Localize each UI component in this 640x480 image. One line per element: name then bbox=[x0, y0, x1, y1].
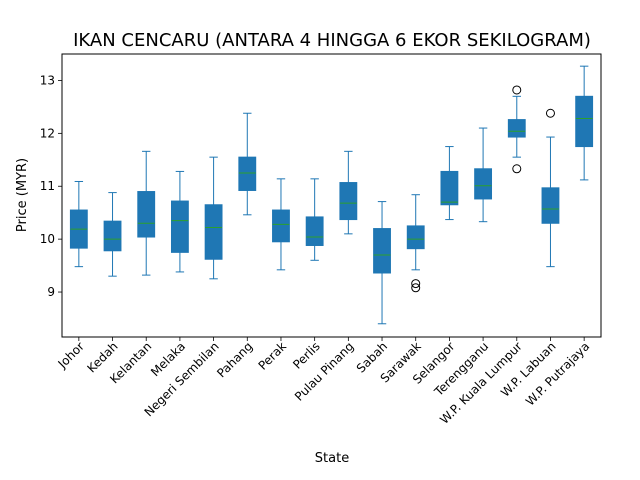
y-tick-label: 9 bbox=[47, 285, 55, 299]
y-axis-label: Price (MYR) bbox=[15, 158, 30, 232]
y-tick-label: 12 bbox=[40, 126, 55, 140]
x-tick-label: Pulau Pinang bbox=[292, 339, 357, 404]
outlier-point bbox=[545, 108, 555, 118]
box-sarawak bbox=[406, 225, 425, 250]
y-tick-label: 10 bbox=[40, 232, 55, 246]
y-tick-label: 13 bbox=[40, 73, 55, 87]
outlier-point bbox=[411, 283, 421, 293]
outlier-point bbox=[411, 279, 421, 289]
box-selangor bbox=[440, 170, 459, 206]
chart-title: IKAN CENCARU (ANTARA 4 HINGGA 6 EKOR SEK… bbox=[73, 30, 591, 51]
box-w-p-labuan bbox=[541, 187, 560, 224]
x-tick-label: Perak bbox=[256, 339, 290, 373]
x-axis-label: State bbox=[315, 451, 349, 466]
box-sabah bbox=[373, 228, 391, 274]
box-negeri-sembilan bbox=[204, 204, 223, 260]
box-perak bbox=[272, 209, 290, 243]
x-tick-label: Pahang bbox=[214, 339, 255, 380]
box-melaka bbox=[170, 200, 189, 253]
plot-area: 910111213JohorKedahKelantanMelakaNegeri … bbox=[40, 53, 602, 427]
box-perlis bbox=[305, 216, 324, 246]
box-w-p-kuala-lumpur bbox=[507, 119, 526, 138]
outlier-point bbox=[512, 85, 522, 95]
y-tick-label: 11 bbox=[40, 179, 55, 193]
box-kelantan bbox=[137, 191, 156, 238]
box-pulau-pinang bbox=[339, 182, 358, 221]
box-kedah bbox=[103, 220, 122, 252]
box-pahang bbox=[238, 156, 257, 191]
plot-frame bbox=[61, 53, 602, 338]
box-terengganu bbox=[474, 168, 493, 200]
outlier-point bbox=[512, 164, 522, 174]
box-w-p-putrajaya bbox=[575, 95, 594, 148]
x-tick-label: Johor bbox=[55, 339, 87, 371]
